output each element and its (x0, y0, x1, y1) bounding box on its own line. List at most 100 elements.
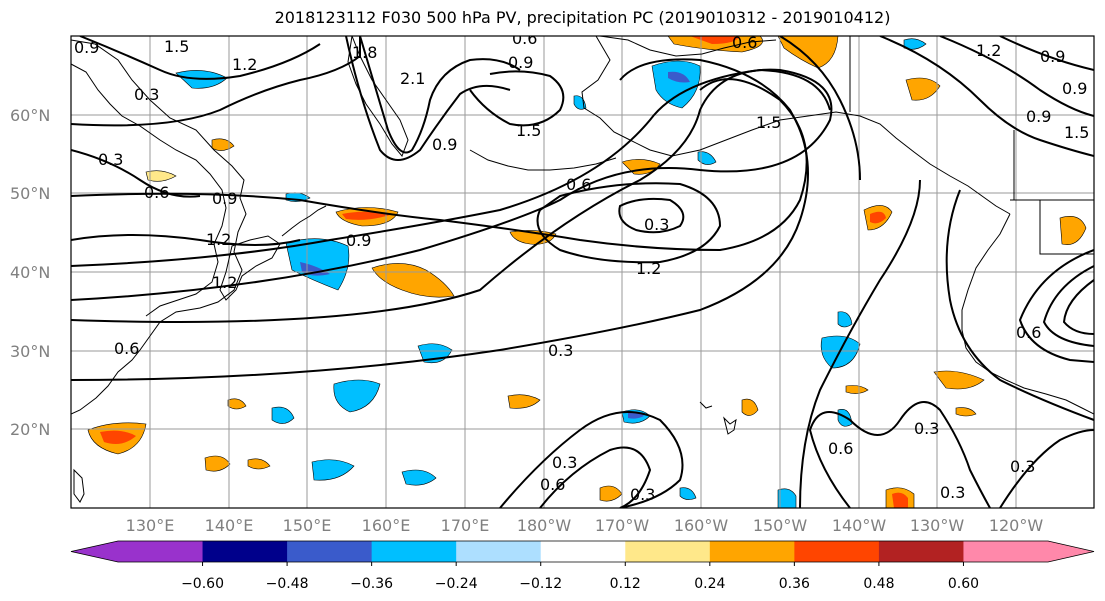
precip-anomaly (573, 95, 587, 110)
pv-contour (536, 182, 722, 264)
contour-label: 0.3 (940, 483, 965, 502)
contour-label: 0.6 (540, 475, 565, 494)
precip-anomaly (777, 488, 797, 508)
pv-contour (999, 36, 1094, 71)
precip-anomaly (741, 398, 759, 416)
colorbar-swatch (963, 541, 1049, 562)
contour-label: 1.2 (976, 41, 1001, 60)
latitude-label: 50°N (10, 184, 50, 203)
pv-contour (779, 36, 861, 181)
contour-label: 0.3 (548, 341, 573, 360)
colorbar-swatch (202, 541, 288, 562)
colorbar-tick-label: 0.12 (610, 576, 641, 592)
precip-anomaly (870, 211, 886, 224)
contour-label: 1.5 (756, 113, 781, 132)
colorbar-swatch (709, 541, 795, 562)
contour-label: 0.3 (98, 150, 123, 169)
longitude-label: 130°W (910, 516, 965, 535)
pv-contour (499, 411, 684, 508)
precip-anomaly (933, 370, 985, 390)
latitude-label: 20°N (10, 420, 50, 439)
colorbar-swatch (118, 541, 204, 562)
longitude-label: 150°W (753, 516, 808, 535)
contour-label: 0.3 (134, 85, 159, 104)
pv-contour (1062, 279, 1094, 335)
contour-label: 0.6 (512, 29, 537, 48)
pv-contour (71, 149, 201, 198)
pv-contour (345, 36, 511, 161)
contour-label: 1.5 (516, 121, 541, 140)
precip-anomaly (1059, 216, 1087, 245)
contour-label: 2.1 (400, 69, 425, 88)
longitude-label: 160°W (674, 516, 729, 535)
colorbar-tick-label: −0.12 (519, 576, 562, 592)
contour-label: 0.6 (828, 439, 853, 458)
map-frame (70, 35, 1095, 509)
contour-label: 1.2 (232, 55, 257, 74)
pv-contour (808, 401, 991, 508)
asia-coastline (71, 39, 247, 415)
colorbar-tick-label: 0.60 (948, 576, 979, 592)
precip-anomaly (845, 385, 869, 394)
pv-contour (71, 68, 831, 267)
pv-contour (71, 36, 361, 127)
longitude-label: 180°W (517, 516, 572, 535)
pv-contour (71, 234, 301, 246)
latitude-label: 30°N (10, 342, 50, 361)
precip-anomaly (837, 311, 853, 328)
contour-label: 1.8 (352, 43, 377, 62)
contour-label: 0.6 (732, 33, 757, 52)
pv-contour (945, 189, 1094, 421)
contour-label: 0.6 (144, 183, 169, 202)
chart-title: 2018123112 F030 500 hPa PV, precipitatio… (274, 8, 891, 27)
colorbar-tick-label: 0.48 (863, 576, 894, 592)
pv-contour (469, 70, 565, 127)
hawaii (699, 401, 737, 435)
longitude-axis: 130°E 140°E 150°E 160°E 170°E 180°W 170°… (126, 516, 1044, 535)
pv-contour (539, 446, 652, 508)
precip-anomaly (679, 487, 697, 500)
colorbar-tick-label: 0.36 (779, 576, 810, 592)
precip-anomaly (271, 406, 295, 424)
latitude-axis: 60°N 50°N 40°N 30°N 20°N (10, 106, 50, 439)
contour-label: 0.6 (114, 339, 139, 358)
contour-label: 0.9 (432, 135, 457, 154)
precip-anomaly (285, 238, 350, 291)
contour-label: 0.6 (566, 175, 591, 194)
contour-label: 0.9 (212, 189, 237, 208)
taiwan (73, 468, 85, 503)
north-america-coast (961, 213, 1094, 415)
precip-anomaly (668, 71, 690, 83)
map-panel: 1.5 0.9 0.3 0.3 0.6 0.9 1.2 1.2 0.9 0.6 … (71, 29, 1094, 508)
latitude-label: 60°N (10, 106, 50, 125)
contour-label: 0.3 (914, 419, 939, 438)
contour-label: 1.5 (164, 37, 189, 56)
contour-label: 1.2 (636, 259, 661, 278)
state-border (1039, 200, 1094, 255)
colorbar-extension-max (1048, 541, 1094, 562)
pv-contour (618, 197, 685, 234)
precip-anomaly (100, 430, 136, 444)
precip-anomaly (333, 379, 381, 413)
pv-contours (71, 36, 1094, 508)
alaska-coast (581, 36, 1011, 215)
colorbar-swatch (456, 541, 542, 562)
colorbar-tick-label: −0.48 (266, 576, 309, 592)
colorbar-tick-label: −0.36 (350, 576, 393, 592)
contour-label: 1.2 (212, 273, 237, 292)
precip-anomaly (204, 455, 231, 472)
precip-anomaly (247, 458, 271, 470)
pv-contour (1042, 265, 1094, 347)
colorbar-extension-min (71, 541, 118, 562)
precip-anomaly (227, 398, 247, 410)
contour-label: 0.9 (1026, 107, 1051, 126)
alaska-coast (599, 36, 777, 57)
longitude-label: 160°E (362, 516, 411, 535)
precip-anomaly (690, 36, 740, 44)
colorbar: −0.60 −0.48 −0.36 −0.24 −0.12 0.12 0.24 0.36 0.4… (70, 540, 1095, 592)
contour-label: 0.3 (552, 453, 577, 472)
contour-labels: 1.5 0.9 0.3 0.3 0.6 0.9 1.2 1.2 0.9 0.6 … (74, 29, 1089, 504)
contour-label: 1.5 (1064, 123, 1089, 142)
contour-label: 1.2 (206, 230, 231, 249)
